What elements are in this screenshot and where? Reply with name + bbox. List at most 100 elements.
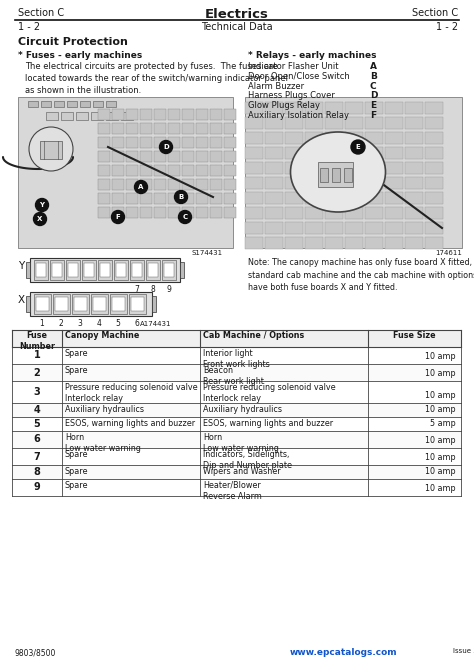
Bar: [265, 147, 283, 159]
Bar: [26, 262, 30, 278]
Bar: [405, 207, 423, 219]
Circle shape: [179, 210, 191, 223]
Bar: [98, 123, 110, 134]
Text: X: X: [37, 216, 43, 222]
Bar: [196, 151, 208, 162]
Circle shape: [29, 127, 73, 171]
Text: 8: 8: [151, 285, 155, 294]
Bar: [182, 193, 194, 204]
Text: Spare: Spare: [65, 481, 89, 490]
Bar: [385, 222, 403, 234]
Bar: [196, 137, 208, 148]
Bar: [385, 147, 403, 159]
Bar: [126, 165, 138, 176]
Bar: [126, 193, 138, 204]
Bar: [41, 101, 51, 107]
Bar: [46, 112, 58, 120]
Bar: [112, 297, 125, 311]
Bar: [385, 237, 403, 249]
Bar: [245, 192, 263, 204]
Bar: [405, 237, 423, 249]
Bar: [345, 177, 363, 189]
Bar: [305, 102, 323, 114]
Bar: [245, 132, 263, 144]
Bar: [210, 137, 222, 148]
Bar: [40, 141, 62, 159]
Bar: [405, 192, 423, 204]
Text: 3: 3: [34, 387, 40, 397]
Text: 8: 8: [34, 467, 40, 477]
Bar: [265, 222, 283, 234]
Bar: [224, 109, 236, 120]
Bar: [285, 192, 303, 204]
Bar: [140, 151, 152, 162]
Text: Horn
Low water warning: Horn Low water warning: [203, 433, 279, 453]
Text: Spare: Spare: [65, 450, 89, 459]
Bar: [325, 102, 343, 114]
Bar: [210, 165, 222, 176]
Bar: [245, 222, 263, 234]
Bar: [285, 102, 303, 114]
Circle shape: [351, 140, 365, 154]
Text: Circuit Protection: Circuit Protection: [18, 37, 128, 47]
Bar: [305, 177, 323, 189]
Bar: [140, 165, 152, 176]
Text: 10 amp: 10 amp: [425, 453, 456, 462]
Bar: [98, 151, 110, 162]
Bar: [168, 165, 180, 176]
Bar: [405, 147, 423, 159]
Bar: [325, 117, 343, 129]
Bar: [66, 260, 80, 280]
Bar: [365, 177, 383, 189]
Bar: [210, 123, 222, 134]
Bar: [405, 162, 423, 174]
Bar: [168, 193, 180, 204]
Text: 5 amp: 5 amp: [430, 419, 456, 428]
Bar: [305, 222, 323, 234]
Text: Pressure reducing solenoid valve
Interlock relay: Pressure reducing solenoid valve Interlo…: [203, 383, 336, 403]
Bar: [98, 109, 110, 120]
Bar: [405, 102, 423, 114]
Bar: [305, 132, 323, 144]
Bar: [405, 222, 423, 234]
Bar: [182, 109, 194, 120]
Text: 1 - 2: 1 - 2: [436, 22, 458, 32]
Bar: [112, 207, 124, 218]
Text: Horn
Low water warning: Horn Low water warning: [65, 433, 141, 453]
Text: Issue 3: Issue 3: [453, 648, 474, 654]
Text: Y: Y: [39, 202, 45, 208]
Bar: [182, 207, 194, 218]
Bar: [210, 179, 222, 190]
Text: F: F: [116, 214, 120, 220]
Bar: [345, 222, 363, 234]
Bar: [245, 162, 263, 174]
Bar: [425, 102, 443, 114]
Ellipse shape: [291, 132, 385, 212]
Text: 174611: 174611: [435, 250, 462, 256]
Bar: [365, 162, 383, 174]
Text: Door Open/Close Switch: Door Open/Close Switch: [248, 72, 350, 81]
Bar: [68, 263, 78, 277]
Bar: [245, 177, 263, 189]
Text: 4: 4: [97, 319, 101, 328]
Bar: [318, 162, 353, 187]
Text: E: E: [370, 101, 376, 110]
Bar: [305, 162, 323, 174]
Text: www.epcatalogs.com: www.epcatalogs.com: [290, 648, 398, 657]
Text: ESOS, warning lights and buzzer: ESOS, warning lights and buzzer: [203, 419, 333, 428]
Bar: [72, 294, 89, 314]
Bar: [345, 192, 363, 204]
Text: ESOS, warning lights and buzzer: ESOS, warning lights and buzzer: [65, 419, 195, 428]
Text: C: C: [370, 81, 377, 91]
Bar: [224, 179, 236, 190]
Text: D: D: [163, 144, 169, 150]
Bar: [91, 112, 103, 120]
Bar: [332, 168, 340, 182]
Bar: [305, 192, 323, 204]
Bar: [132, 263, 142, 277]
Bar: [106, 101, 116, 107]
Bar: [385, 177, 403, 189]
Bar: [154, 179, 166, 190]
Bar: [210, 207, 222, 218]
Bar: [245, 117, 263, 129]
